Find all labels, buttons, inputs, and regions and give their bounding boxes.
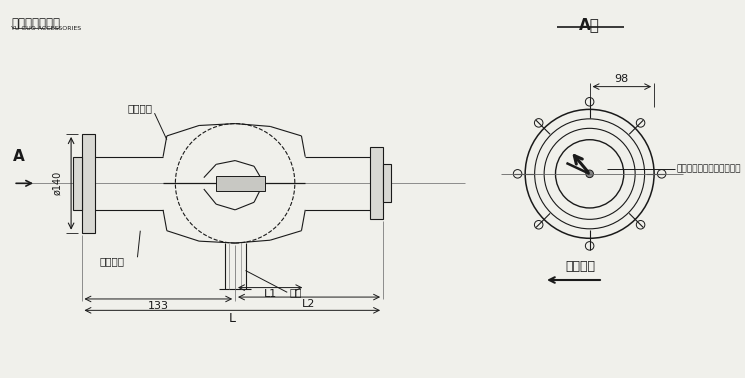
Text: 安装法兰: 安装法兰 [99,256,124,266]
Text: L: L [229,312,235,325]
Text: 联管: 联管 [289,287,302,297]
Text: ø140: ø140 [52,171,62,195]
Text: A向: A向 [579,17,600,33]
Text: 玉国变压器配件: 玉国变压器配件 [11,17,60,30]
Bar [81,134,95,232]
Text: L1: L1 [264,290,277,299]
Text: 133: 133 [148,301,169,311]
Bar [73,157,81,210]
Bar [370,147,383,219]
Text: 动板起始位置（无流量时）: 动板起始位置（无流量时） [677,164,741,174]
Bar [383,164,390,202]
Text: 98: 98 [615,74,629,84]
Text: L2: L2 [302,299,316,309]
Text: 油流方向: 油流方向 [565,260,595,273]
Circle shape [586,170,594,178]
Text: A: A [13,149,25,164]
Text: 密封垫圈: 密封垫圈 [128,104,153,113]
Text: YU GUO ACCESSORIES: YU GUO ACCESSORIES [11,26,81,31]
Bar [216,176,265,191]
